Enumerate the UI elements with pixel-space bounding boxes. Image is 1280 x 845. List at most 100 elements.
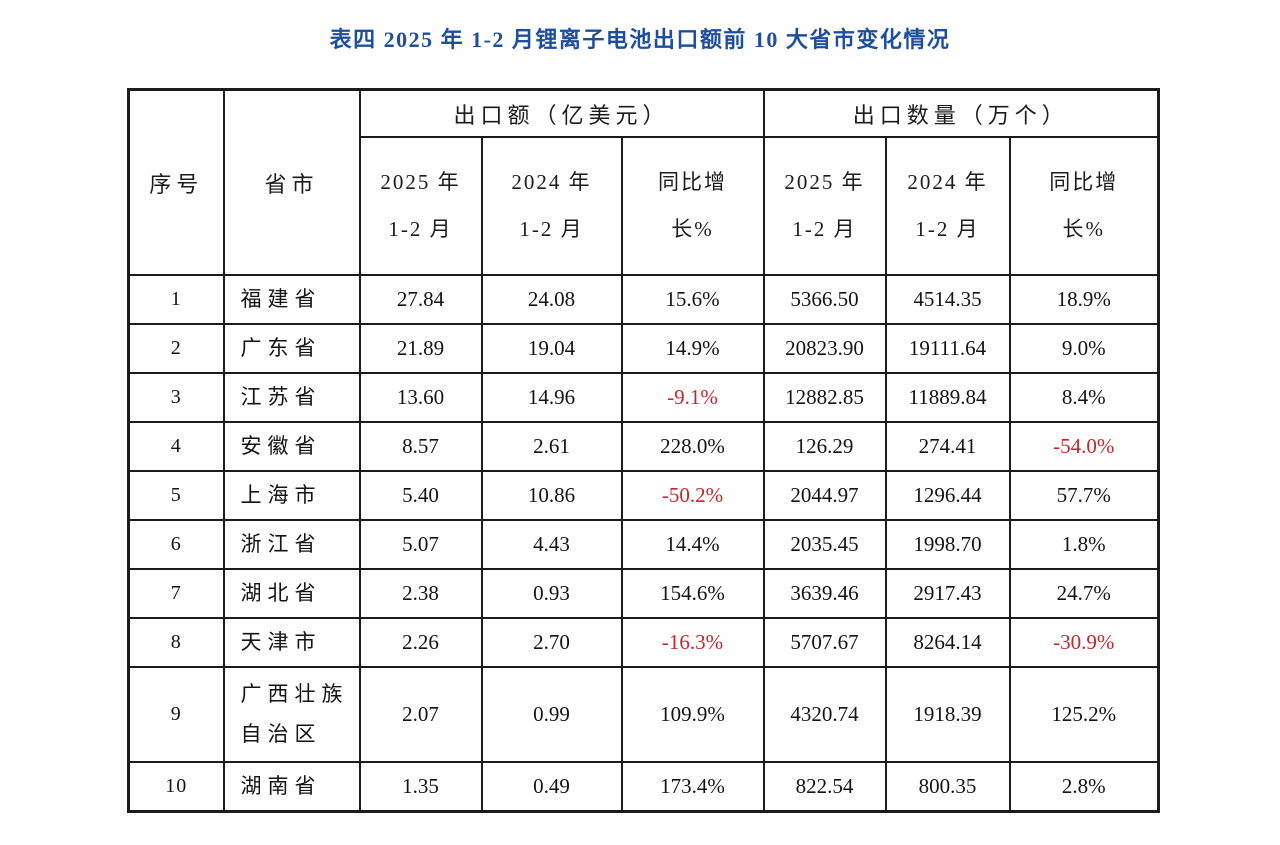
export-value-2025-cell: 5.07 bbox=[358, 519, 483, 570]
export-value-2024-cell: 24.08 bbox=[480, 274, 623, 325]
export-qty-2025-cell: 5707.67 bbox=[762, 617, 887, 668]
export-qty-yoy-cell: -30.9% bbox=[1008, 617, 1160, 668]
export-value-yoy-cell: 109.9% bbox=[620, 666, 765, 763]
header-sub-row: 2025 年 1-2 月 2024 年 1-2 月 同比增 长% 2025 年 … bbox=[129, 136, 1160, 276]
rank-cell: 1 bbox=[127, 274, 225, 325]
export-qty-yoy-cell: 57.7% bbox=[1008, 470, 1160, 521]
table-title: 表四 2025 年 1-2 月锂离子电池出口额前 10 大省市变化情况 bbox=[329, 27, 951, 52]
province-cell: 浙江省 bbox=[222, 519, 361, 570]
export-value-2024-cell: 19.04 bbox=[480, 323, 623, 374]
export-value-yoy-cell: 14.9% bbox=[620, 323, 765, 374]
export-value-2025-cell: 5.40 bbox=[358, 470, 483, 521]
export-qty-yoy-cell: 2.8% bbox=[1008, 761, 1160, 813]
header-group-row: 序号 省市 出口额（亿美元） 出口数量（万个） bbox=[127, 88, 1160, 276]
header-export-qty-group: 出口数量（万个） bbox=[762, 88, 1160, 138]
table-row: 7 湖北省 2.38 0.93 154.6% 3639.46 2917.43 2… bbox=[127, 568, 1160, 619]
table-row: 3 江苏省 13.60 14.96 -9.1% 12882.85 11889.8… bbox=[127, 372, 1160, 423]
export-value-yoy-cell: -16.3% bbox=[620, 617, 765, 668]
header-province: 省市 bbox=[222, 88, 361, 276]
export-value-2024-cell: 0.99 bbox=[480, 666, 623, 763]
export-qty-2024-cell: 800.35 bbox=[884, 761, 1011, 813]
rank-cell: 4 bbox=[127, 421, 225, 472]
export-qty-2025-cell: 126.29 bbox=[762, 421, 887, 472]
export-value-2025-cell: 27.84 bbox=[358, 274, 483, 325]
export-qty-2024-cell: 11889.84 bbox=[884, 372, 1011, 423]
export-qty-2024-cell: 1918.39 bbox=[884, 666, 1011, 763]
export-value-2024-cell: 0.93 bbox=[480, 568, 623, 619]
table-row: 8 天津市 2.26 2.70 -16.3% 5707.67 8264.14 -… bbox=[127, 617, 1160, 668]
province-cell: 福建省 bbox=[222, 274, 361, 325]
export-value-2025-cell: 2.38 bbox=[358, 568, 483, 619]
province-cell: 安徽省 bbox=[222, 421, 361, 472]
header-index: 序号 bbox=[127, 88, 225, 276]
rank-cell: 2 bbox=[127, 323, 225, 374]
export-qty-2024-cell: 1296.44 bbox=[884, 470, 1011, 521]
table-row: 4 安徽省 8.57 2.61 228.0% 126.29 274.41 -54… bbox=[127, 421, 1160, 472]
export-qty-2025-cell: 4320.74 bbox=[762, 666, 887, 763]
export-value-2024-cell: 0.49 bbox=[480, 761, 623, 813]
export-qty-2024-cell: 2917.43 bbox=[884, 568, 1011, 619]
province-cell: 广东省 bbox=[222, 323, 361, 374]
province-cell: 上海市 bbox=[222, 470, 361, 521]
rank-cell: 6 bbox=[127, 519, 225, 570]
export-value-yoy-cell: -50.2% bbox=[620, 470, 765, 521]
header-value-2024: 2024 年 1-2 月 bbox=[480, 136, 623, 276]
province-cell: 天津市 bbox=[222, 617, 361, 668]
export-value-2025-cell: 1.35 bbox=[358, 761, 483, 813]
header-qty-2025: 2025 年 1-2 月 bbox=[762, 136, 887, 276]
export-value-yoy-cell: 228.0% bbox=[620, 421, 765, 472]
export-value-yoy-cell: 15.6% bbox=[620, 274, 765, 325]
export-value-yoy-cell: 14.4% bbox=[620, 519, 765, 570]
export-qty-2025-cell: 2035.45 bbox=[762, 519, 887, 570]
header-qty-yoy: 同比增 长% bbox=[1008, 136, 1160, 276]
table-row: 5 上海市 5.40 10.86 -50.2% 2044.97 1296.44 … bbox=[127, 470, 1160, 521]
province-cell: 湖北省 bbox=[222, 568, 361, 619]
export-value-2024-cell: 10.86 bbox=[480, 470, 623, 521]
export-qty-2024-cell: 1998.70 bbox=[884, 519, 1011, 570]
header-value-2025: 2025 年 1-2 月 bbox=[358, 136, 483, 276]
rank-cell: 7 bbox=[127, 568, 225, 619]
province-cell: 广西壮族 自治区 bbox=[222, 666, 361, 763]
province-cell: 江苏省 bbox=[222, 372, 361, 423]
export-qty-2025-cell: 20823.90 bbox=[762, 323, 887, 374]
export-qty-2025-cell: 822.54 bbox=[762, 761, 887, 813]
table-row: 9 广西壮族 自治区 2.07 0.99 109.9% 4320.74 1918… bbox=[127, 666, 1160, 763]
export-qty-2024-cell: 19111.64 bbox=[884, 323, 1011, 374]
export-qty-yoy-cell: 9.0% bbox=[1008, 323, 1160, 374]
export-qty-yoy-cell: 125.2% bbox=[1008, 666, 1160, 763]
rank-cell: 5 bbox=[127, 470, 225, 521]
export-value-2025-cell: 21.89 bbox=[358, 323, 483, 374]
rank-cell: 9 bbox=[127, 666, 225, 763]
export-value-2025-cell: 2.07 bbox=[358, 666, 483, 763]
table-row: 2 广东省 21.89 19.04 14.9% 20823.90 19111.6… bbox=[127, 323, 1160, 374]
province-cell: 湖南省 bbox=[222, 761, 361, 813]
export-value-2024-cell: 4.43 bbox=[480, 519, 623, 570]
export-qty-2025-cell: 2044.97 bbox=[762, 470, 887, 521]
export-qty-2025-cell: 12882.85 bbox=[762, 372, 887, 423]
export-data-table: 序号 省市 出口额（亿美元） 出口数量（万个） 2025 年 1-2 月 202… bbox=[127, 88, 1161, 813]
export-qty-2025-cell: 5366.50 bbox=[762, 274, 887, 325]
export-qty-yoy-cell: 8.4% bbox=[1008, 372, 1160, 423]
rank-cell: 3 bbox=[127, 372, 225, 423]
export-qty-yoy-cell: 1.8% bbox=[1008, 519, 1160, 570]
export-value-2024-cell: 2.61 bbox=[480, 421, 623, 472]
export-value-yoy-cell: -9.1% bbox=[620, 372, 765, 423]
table-row: 6 浙江省 5.07 4.43 14.4% 2035.45 1998.70 1.… bbox=[127, 519, 1160, 570]
rank-cell: 8 bbox=[127, 617, 225, 668]
table-row: 10 湖南省 1.35 0.49 173.4% 822.54 800.35 2.… bbox=[127, 761, 1160, 813]
export-qty-2024-cell: 274.41 bbox=[884, 421, 1011, 472]
export-qty-yoy-cell: 18.9% bbox=[1008, 274, 1160, 325]
export-value-2025-cell: 2.26 bbox=[358, 617, 483, 668]
rank-cell: 10 bbox=[127, 761, 225, 813]
export-value-2024-cell: 2.70 bbox=[480, 617, 623, 668]
export-value-yoy-cell: 173.4% bbox=[620, 761, 765, 813]
export-qty-2025-cell: 3639.46 bbox=[762, 568, 887, 619]
export-qty-yoy-cell: 24.7% bbox=[1008, 568, 1160, 619]
export-qty-yoy-cell: -54.0% bbox=[1008, 421, 1160, 472]
export-qty-2024-cell: 4514.35 bbox=[884, 274, 1011, 325]
export-value-2024-cell: 14.96 bbox=[480, 372, 623, 423]
export-qty-2024-cell: 8264.14 bbox=[884, 617, 1011, 668]
export-value-2025-cell: 13.60 bbox=[358, 372, 483, 423]
table-row: 1 福建省 27.84 24.08 15.6% 5366.50 4514.35 … bbox=[127, 274, 1160, 325]
